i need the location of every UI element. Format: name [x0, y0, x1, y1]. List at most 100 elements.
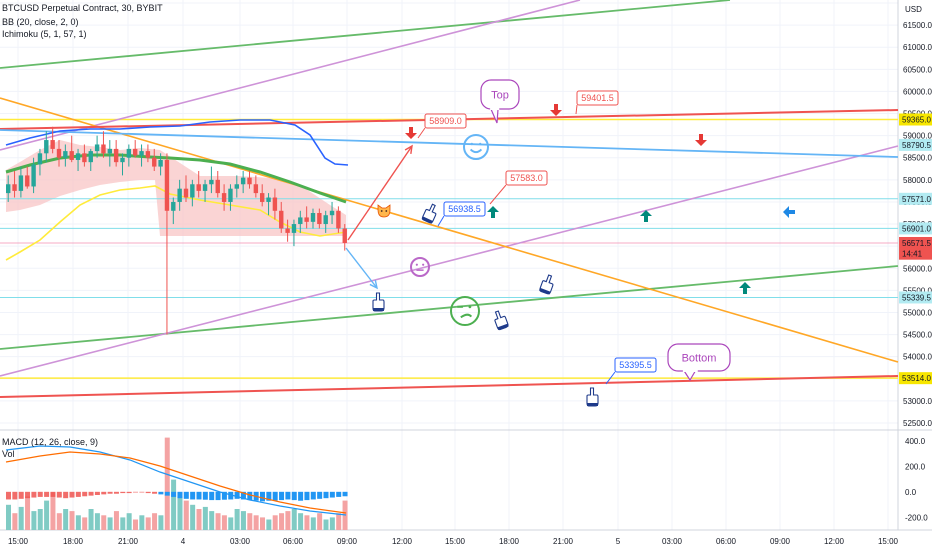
candle-body	[304, 217, 309, 222]
candle-body	[50, 140, 55, 149]
candle	[266, 193, 271, 216]
volume-bar	[304, 515, 310, 530]
macd-bar	[272, 491, 278, 501]
volume-bar	[75, 515, 81, 530]
price-label-bg	[899, 192, 932, 205]
candle	[158, 153, 163, 176]
volume-bar	[31, 511, 37, 530]
candle	[120, 153, 125, 176]
hand-cuff	[539, 287, 551, 295]
bubble-seam	[682, 368, 698, 372]
callout-bottom: Bottom	[667, 343, 731, 382]
price-tick-label: 54000.0	[903, 353, 932, 362]
arrow-up-icon	[640, 210, 652, 222]
macd-bar	[37, 491, 43, 497]
candle	[12, 171, 17, 198]
time-tick-label: 03:00	[662, 537, 683, 546]
volume-bar	[37, 509, 43, 530]
candle-body	[329, 210, 335, 216]
macd-bar	[285, 491, 291, 500]
macd-bar	[44, 491, 50, 497]
candle-body	[31, 164, 36, 187]
price-label-text: 53514.0	[902, 374, 931, 383]
face-eye	[415, 263, 418, 266]
arrow-up-icon	[487, 206, 499, 218]
callout-text: 57583.0	[510, 173, 543, 183]
macd-bar	[310, 491, 316, 500]
price-label-bg	[899, 113, 932, 126]
candle-body	[145, 151, 151, 158]
bubble-tail	[489, 107, 499, 124]
macd-bar	[260, 491, 265, 502]
face-outline	[463, 134, 489, 160]
macd-bar	[120, 491, 126, 494]
callout-box	[614, 357, 657, 373]
face-mouth	[469, 148, 483, 154]
callout-pointer	[437, 215, 445, 227]
volume-bar	[285, 511, 291, 530]
volume-bar	[247, 513, 253, 530]
candle	[329, 201, 335, 225]
candle-body	[221, 193, 227, 202]
candle	[240, 171, 246, 194]
volume-bars	[6, 437, 348, 530]
callout-box	[424, 113, 467, 129]
price-label: 53514.0	[899, 372, 932, 385]
arrow-glyph	[550, 104, 562, 116]
time-tick-label: 21:00	[118, 537, 139, 546]
trend-line-orange	[0, 97, 899, 363]
price-tick-label: 55000.0	[903, 308, 932, 317]
volume-bar	[56, 513, 62, 530]
candle	[310, 208, 316, 229]
candle	[279, 201, 284, 233]
bb-basis-line	[5, 153, 347, 204]
cat-eye	[385, 210, 388, 212]
candle-body	[266, 197, 271, 202]
currency-label: USD	[905, 5, 922, 14]
candle	[215, 171, 220, 198]
price-label-bg	[899, 247, 932, 260]
volume-bar	[25, 496, 31, 530]
candle-body	[228, 188, 233, 202]
candle-body	[63, 151, 68, 158]
volume-bar	[272, 515, 278, 530]
callout-text: 53395.5	[619, 360, 652, 370]
price-tick-label: 56000.0	[903, 264, 932, 273]
arrow-glyph	[695, 134, 707, 146]
price-label-text: 55339.5	[902, 293, 931, 302]
macd-bar	[279, 491, 285, 501]
price-tick-label: 52500.0	[903, 419, 932, 428]
callout-pointer	[489, 184, 507, 205]
macd-bar	[18, 491, 24, 499]
macd-bar	[158, 491, 164, 495]
trend-line-violet-upper	[0, 0, 581, 151]
time-tick-label: 5	[616, 537, 621, 546]
volume-bar	[82, 517, 88, 530]
candle-body	[113, 148, 119, 163]
neutral-face-icon	[410, 257, 430, 277]
ichimoku-base-line	[5, 185, 347, 261]
trend-lines	[0, 0, 899, 398]
arrow-glyph	[783, 206, 795, 218]
arrow-up-icon	[739, 282, 751, 294]
volume-bar	[228, 517, 234, 530]
candle	[139, 144, 144, 167]
candle-body	[336, 210, 341, 229]
volume-bar	[69, 511, 75, 530]
candle	[56, 140, 62, 167]
candle-body	[279, 210, 284, 229]
hand-pointer-icon	[539, 274, 554, 295]
legend-macd: MACD (12, 26, close, 9)	[2, 437, 99, 447]
price-label: 59365.0	[899, 113, 932, 126]
callout-box	[505, 170, 548, 186]
arrow-down-icon	[550, 104, 562, 116]
time-tick-label: 4	[181, 537, 186, 546]
macd-bar	[133, 491, 138, 493]
candle	[171, 197, 176, 225]
price-label-bg	[899, 291, 932, 304]
price-label-text: 14:41	[902, 250, 923, 259]
candle	[272, 188, 278, 220]
macd-bar	[75, 491, 81, 497]
candle-body	[44, 140, 49, 154]
